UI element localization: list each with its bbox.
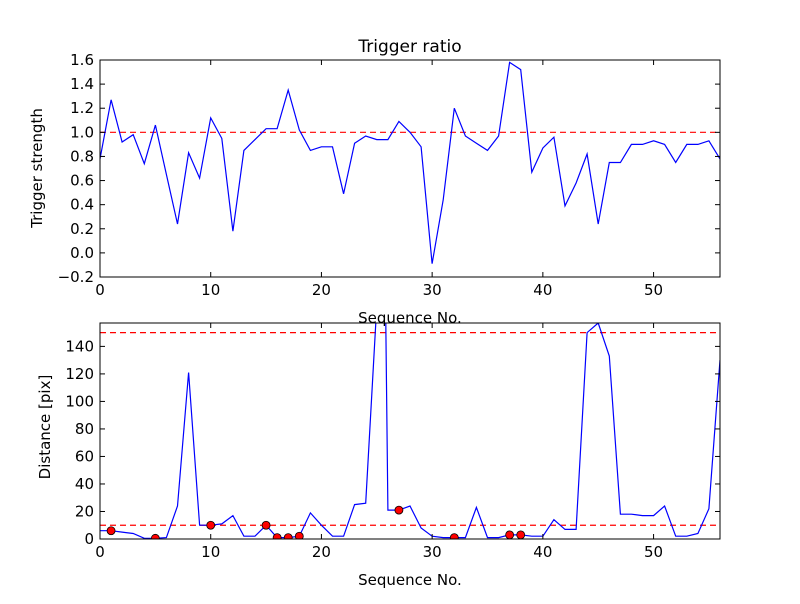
top-y-tick-label: 1.2 (70, 99, 94, 117)
bottom-data-point (206, 520, 216, 530)
bottom-data-point (505, 530, 515, 539)
bottom-x-axis-label: Sequence No. (358, 571, 462, 589)
bottom-y-axis-label: Distance [pix] (36, 375, 54, 480)
bottom-plot-frame (99, 322, 721, 540)
bottom-x-tick-label: 20 (312, 543, 331, 561)
bottom-data-point (272, 533, 282, 539)
top-x-tick-label: 20 (312, 281, 331, 299)
top-x-tick-label: 50 (644, 281, 663, 299)
top-x-tick-label: 10 (201, 281, 220, 299)
bottom-y-tick-label: 80 (75, 420, 94, 438)
top-x-tick-label: 30 (423, 281, 442, 299)
bottom-panel: 0 10 20 30 40 50 0 20 40 60 80 100 120 140 Sequence N… (36, 322, 721, 589)
top-chart-title: Trigger ratio (357, 37, 461, 57)
bottom-y-tick-label: 20 (75, 502, 94, 520)
top-y-axis-label: Trigger strength (28, 108, 46, 229)
top-y-tick-label: 0.4 (70, 196, 94, 214)
bottom-data-point (449, 533, 459, 539)
bottom-data-point (106, 526, 116, 536)
bottom-data-point (394, 505, 404, 515)
bottom-y-tick-label: 140 (65, 337, 94, 355)
top-y-tick-label: 1.6 (70, 51, 94, 69)
bottom-x-tick-label: 0 (95, 543, 105, 561)
bottom-y-tick-label: 60 (75, 447, 94, 465)
bottom-data-point (294, 531, 304, 539)
bottom-series-line (100, 323, 720, 539)
bottom-y-tick-label: 40 (75, 475, 94, 493)
bottom-data-point (261, 520, 271, 530)
bottom-data-point (150, 533, 160, 539)
top-panel: 0 10 20 30 40 50 −0.2 0.0 0.2 0.4 0.6 0.8 1.0 1.2 1.4 1… (28, 37, 721, 327)
bottom-y-tick-label: 120 (65, 365, 94, 383)
top-series-line (100, 61, 720, 264)
top-y-tick-label: 1.0 (70, 123, 94, 141)
top-x-tick-label: 0 (95, 281, 105, 299)
bottom-data-point (283, 533, 293, 539)
bottom-x-tick-label: 40 (533, 543, 552, 561)
bottom-x-tick-label: 10 (201, 543, 220, 561)
top-plot-frame (99, 59, 721, 278)
top-y-tick-label: 0.6 (70, 172, 94, 190)
top-x-tick-label: 40 (533, 281, 552, 299)
top-y-tick-label: −0.2 (58, 268, 94, 286)
top-y-tick-label: 0.0 (70, 244, 94, 262)
bottom-data-point (516, 530, 526, 539)
top-y-tick-label: 0.2 (70, 220, 94, 238)
bottom-y-tick-label: 100 (65, 392, 94, 410)
top-y-tick-label: 0.8 (70, 147, 94, 165)
bottom-y-tick-label: 0 (84, 530, 94, 548)
bottom-x-tick-label: 30 (423, 543, 442, 561)
top-x-axis-label: Sequence No. (358, 309, 462, 327)
top-y-tick-label: 1.4 (70, 75, 94, 93)
bottom-x-tick-label: 50 (644, 543, 663, 561)
